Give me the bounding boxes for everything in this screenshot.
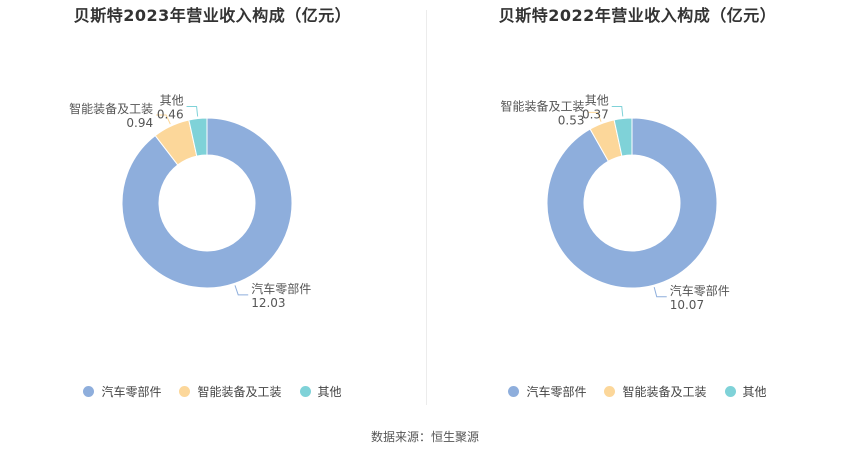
value-label: 0.46 xyxy=(157,108,184,122)
leader-line xyxy=(234,285,249,296)
label-auto-parts: 汽车零部件 xyxy=(670,283,730,298)
chart-legend: 汽车零部件 智能装备及工装 其他 xyxy=(0,383,425,400)
chart-legend: 汽车零部件 智能装备及工装 其他 xyxy=(425,383,850,400)
slice-auto-parts[interactable] xyxy=(546,117,718,289)
legend-label: 汽车零部件 xyxy=(526,385,587,399)
label-smart-equipment: 智能装备及工装 xyxy=(500,98,584,113)
legend-marker-icon xyxy=(508,386,520,397)
chart-panel-2023: 贝斯特2023年营业收入构成（亿元） 汽车零部件 12.03 智能装备及工装 0.94… xyxy=(0,0,425,410)
leader-line xyxy=(587,111,602,122)
leader-line xyxy=(611,106,624,117)
legend-item-other[interactable]: 其他 xyxy=(299,383,342,400)
legend-item-other[interactable]: 其他 xyxy=(724,383,767,400)
legend-label: 智能装备及工装 xyxy=(622,385,707,399)
legend-marker-icon xyxy=(83,386,95,397)
value-label: 0.94 xyxy=(126,116,153,130)
leader-line xyxy=(186,106,199,117)
legend-item-smart-equipment[interactable]: 智能装备及工装 xyxy=(604,383,707,400)
slice-other[interactable] xyxy=(613,117,633,157)
data-source-note: 数据来源：恒生聚源 xyxy=(370,430,479,444)
panel-divider xyxy=(426,10,427,405)
label-auto-parts: 汽车零部件 xyxy=(251,281,311,296)
value-label: 0.37 xyxy=(582,108,609,122)
legend-item-smart-equipment[interactable]: 智能装备及工装 xyxy=(179,383,282,400)
legend-marker-icon xyxy=(299,386,311,397)
legend-marker-icon xyxy=(179,386,191,397)
legend-item-auto-parts[interactable]: 汽车零部件 xyxy=(83,383,161,400)
label-other: 其他 xyxy=(160,94,184,108)
value-label: 0.53 xyxy=(558,113,585,127)
leader-line xyxy=(156,114,171,125)
legend-marker-icon xyxy=(604,386,616,397)
label-smart-equipment: 智能装备及工装 xyxy=(69,101,153,116)
legend-marker-icon xyxy=(724,386,736,397)
legend-label: 其他 xyxy=(317,385,342,399)
chart-panel-2022: 贝斯特2022年营业收入构成（亿元） 汽车零部件 10.07 智能装备及工装 0.53… xyxy=(425,0,850,410)
legend-label: 智能装备及工装 xyxy=(197,385,282,399)
legend-label: 其他 xyxy=(742,385,767,399)
slice-auto-parts[interactable] xyxy=(121,117,293,289)
value-label: 12.03 xyxy=(251,296,285,310)
slice-other[interactable] xyxy=(188,117,208,157)
leader-line xyxy=(653,286,667,298)
chart-title: 贝斯特2022年营业收入构成（亿元） xyxy=(498,6,777,25)
value-label: 10.07 xyxy=(670,298,704,312)
legend-label: 汽车零部件 xyxy=(101,385,162,399)
chart-title: 贝斯特2023年营业收入构成（亿元） xyxy=(73,6,352,25)
label-other: 其他 xyxy=(585,94,609,108)
legend-item-auto-parts[interactable]: 汽车零部件 xyxy=(508,383,586,400)
